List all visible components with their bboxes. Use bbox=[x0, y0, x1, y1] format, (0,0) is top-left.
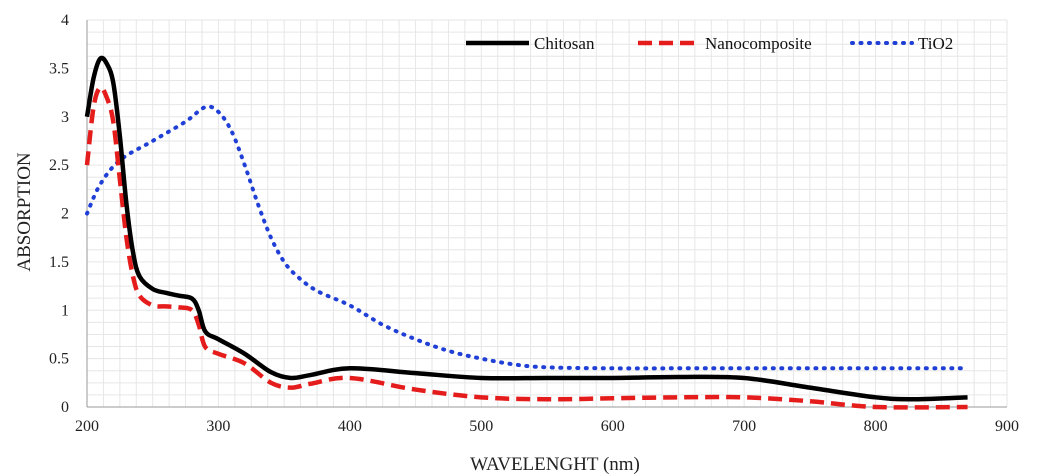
tick-labels: 200 300 400 500 600 700 800 900 0 0.5 1 1.5 2 2.5 3 3.5… bbox=[49, 12, 1019, 435]
y-tick-label: 2 bbox=[61, 206, 69, 223]
x-tick-label: 400 bbox=[338, 418, 362, 435]
legend: Chitosan Nanocomposite TiO2 bbox=[466, 34, 953, 53]
y-tick-label: 1.5 bbox=[49, 254, 69, 271]
series-line-chitosan bbox=[84, 55, 968, 402]
y-tick-label: 3.5 bbox=[49, 60, 69, 77]
y-tick-label: 0 bbox=[61, 399, 69, 416]
series-layer bbox=[84, 55, 970, 410]
legend-label-tio2: TiO2 bbox=[918, 34, 953, 53]
x-tick-label: 500 bbox=[469, 418, 493, 435]
legend-label-chitosan: Chitosan bbox=[534, 34, 595, 53]
series-line-tio2 bbox=[85, 104, 970, 371]
y-tick-label: 0.5 bbox=[49, 351, 69, 368]
x-tick-label: 800 bbox=[864, 418, 888, 435]
y-tick-label: 3 bbox=[61, 109, 69, 126]
grid bbox=[86, 19, 1008, 408]
series-line-nanocomposite bbox=[84, 85, 968, 410]
x-tick-label: 700 bbox=[732, 418, 756, 435]
x-axis-title: WAVELENGHT (nm) bbox=[470, 454, 640, 475]
y-tick-label: 2.5 bbox=[49, 157, 69, 174]
y-tick-label: 1 bbox=[61, 302, 69, 319]
x-tick-label: 200 bbox=[75, 418, 99, 435]
x-tick-label: 300 bbox=[206, 418, 230, 435]
x-tick-label: 600 bbox=[601, 418, 625, 435]
y-axis-title: ABSORPTION bbox=[14, 152, 35, 272]
x-tick-label: 900 bbox=[995, 418, 1019, 435]
y-tick-label: 4 bbox=[61, 12, 69, 29]
legend-label-nanocomposite: Nanocomposite bbox=[705, 34, 812, 53]
